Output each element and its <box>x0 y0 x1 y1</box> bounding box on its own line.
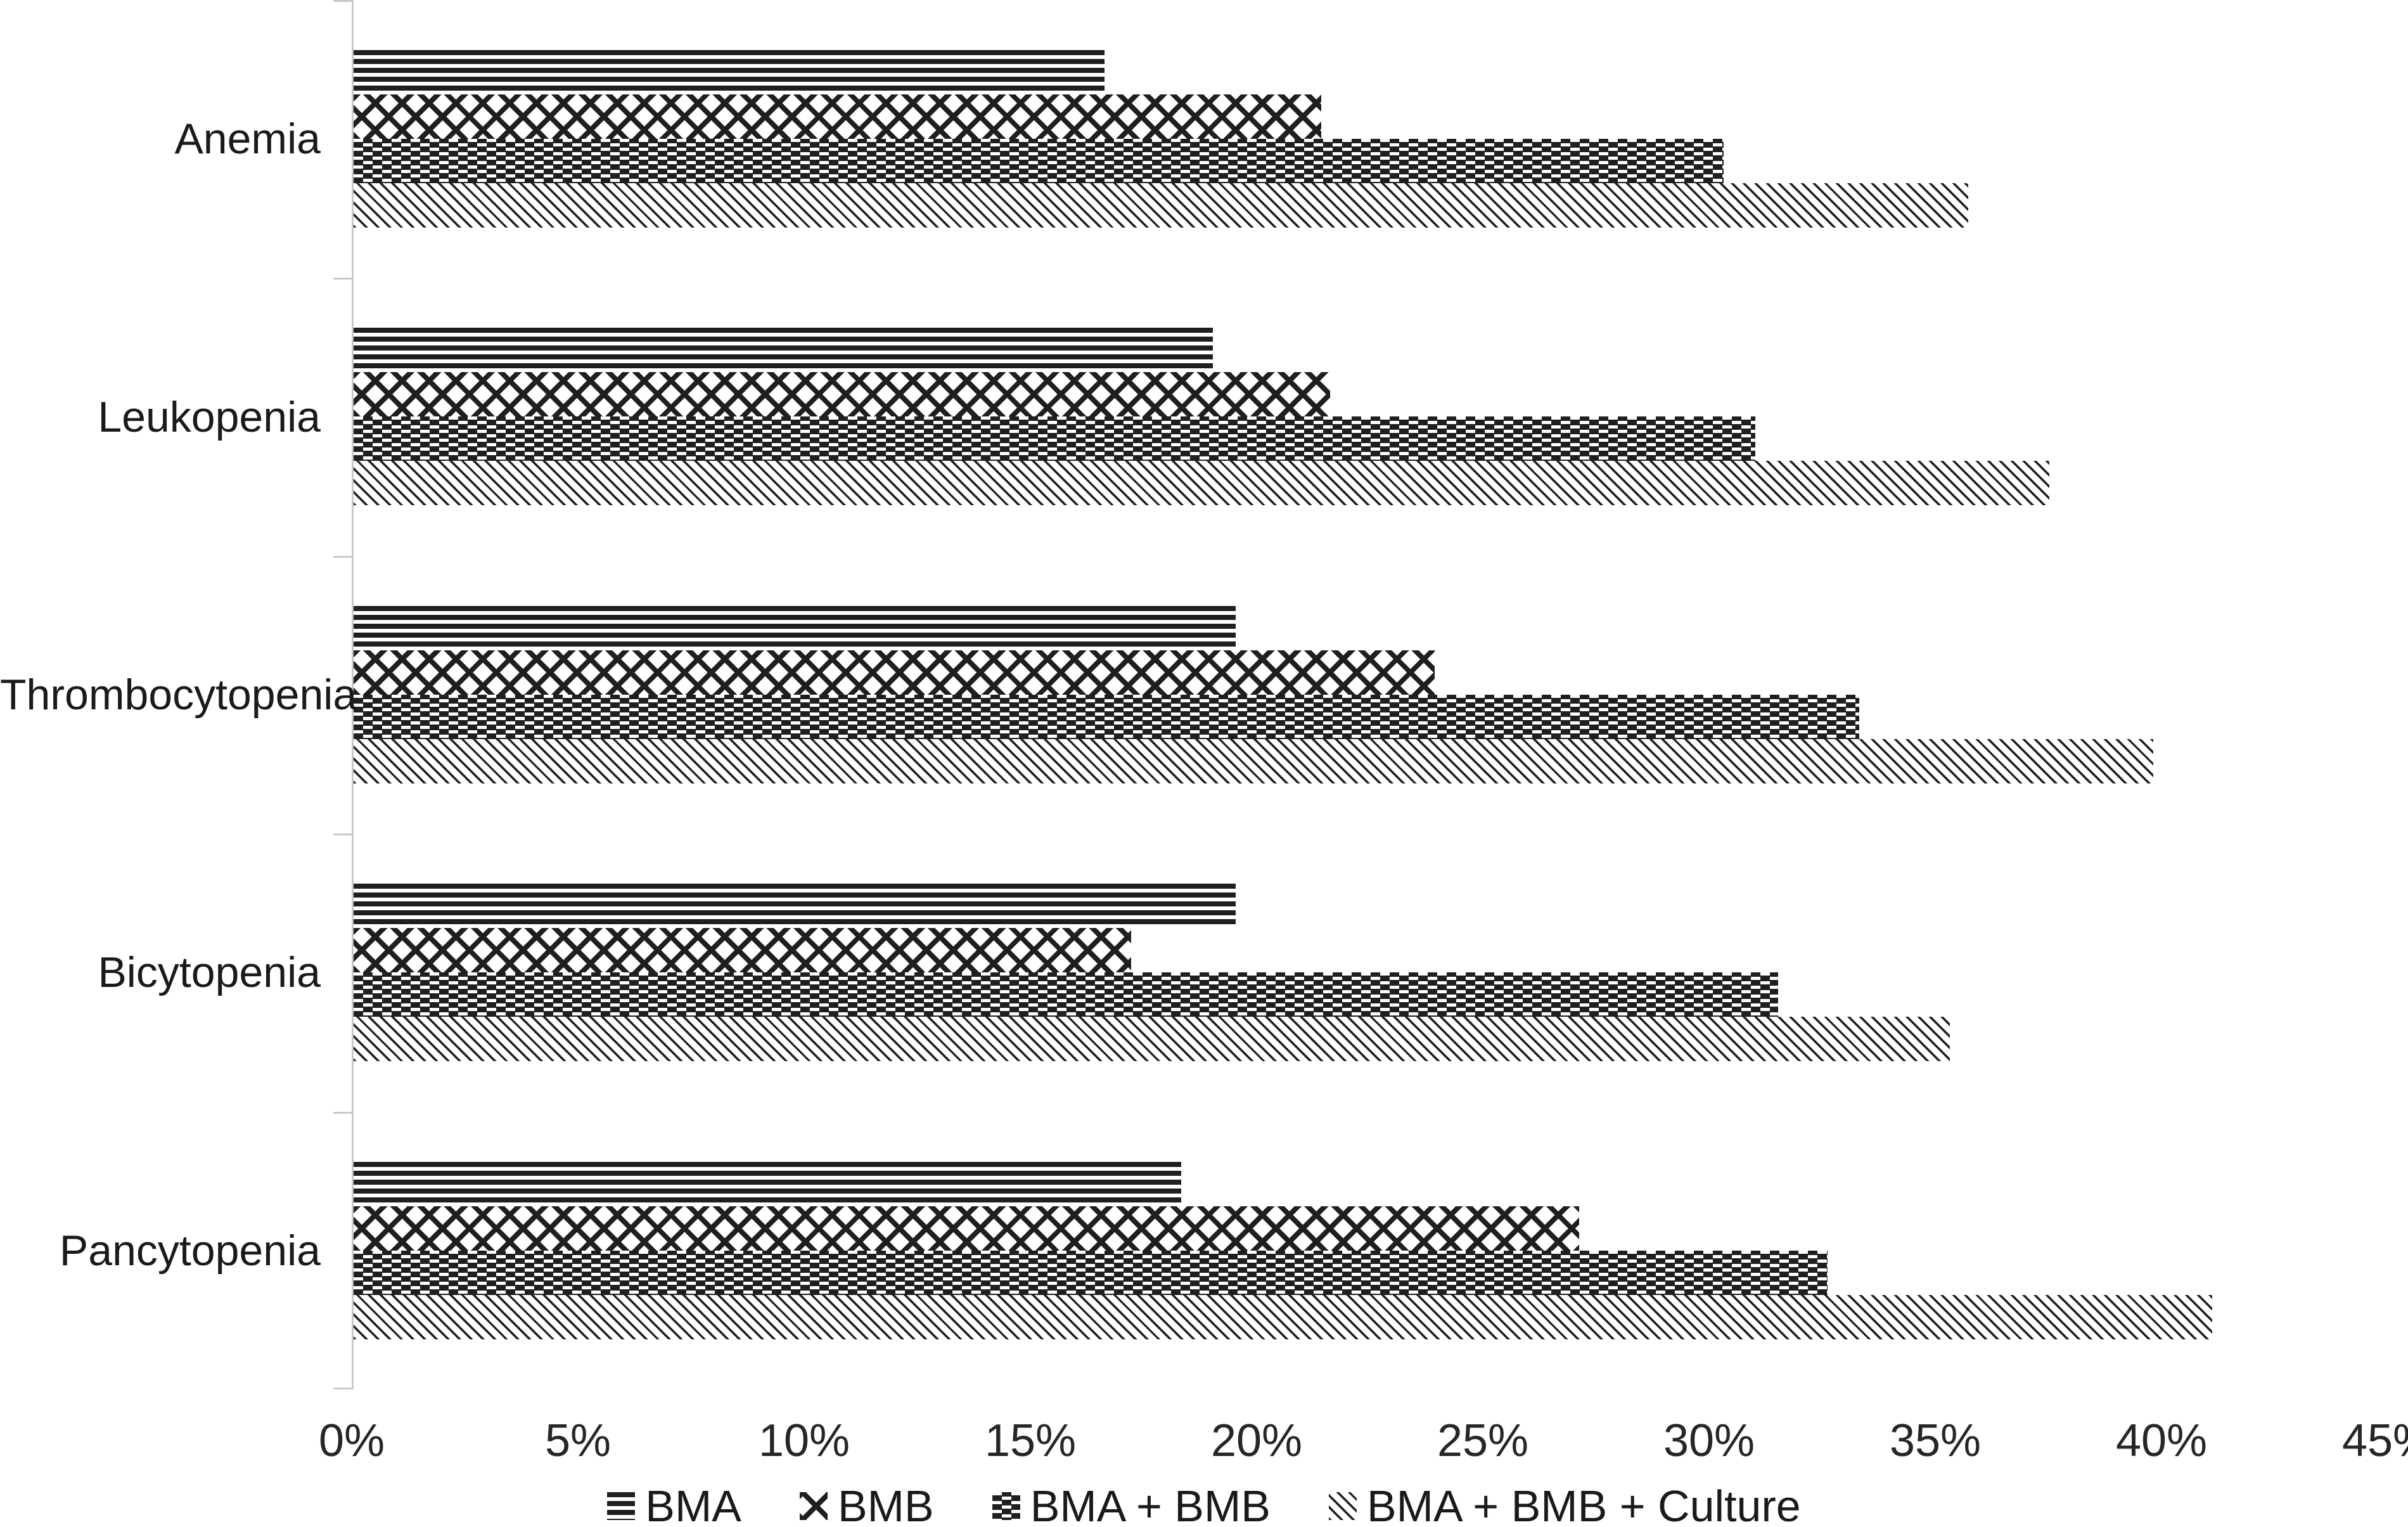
x-axis-tick-label-45: 45% <box>2341 1415 2408 1466</box>
category-axis-tick <box>333 278 352 280</box>
bar-bicytopenia-bmb <box>354 928 1132 973</box>
legend: BMA BMB BMA + BMB BMA + BMB + Culture <box>0 1482 2408 1527</box>
x-axis-tick-label-35: 35% <box>1889 1415 1982 1466</box>
bar-pancytopenia-bma-bmb-culture <box>354 1294 2212 1339</box>
category-label-thrombocytopenia: Thrombocytopenia <box>0 671 357 719</box>
legend-swatch-dense-weave-icon <box>992 1492 1020 1520</box>
legend-item-bma-bmb: BMA + BMB <box>992 1482 1271 1527</box>
x-axis-tick-label-25: 25% <box>1437 1415 1529 1466</box>
legend-swatch-light-diagonal-icon <box>1328 1492 1357 1520</box>
bar-bicytopenia-bma-bmb-culture <box>354 1017 1950 1062</box>
x-axis-tick-label-5: 5% <box>544 1415 612 1466</box>
bar-thrombocytopenia-bmb <box>354 650 1435 695</box>
category-axis-tick <box>333 0 352 2</box>
legend-label: BMB <box>837 1481 934 1527</box>
legend-label: BMA + BMB <box>1030 1481 1271 1527</box>
category-label-bicytopenia: Bicytopenia <box>98 948 321 997</box>
category-axis-tick <box>333 834 352 836</box>
bar-bicytopenia-bma-bmb <box>354 972 1778 1017</box>
legend-item-bmb: BMB <box>799 1481 934 1527</box>
x-axis-tick-label-15: 15% <box>984 1415 1077 1466</box>
legend-item-bma-bmb-culture: BMA + BMB + Culture <box>1328 1481 1801 1527</box>
category-axis-tick <box>333 1111 352 1114</box>
bar-bicytopenia-bma <box>354 884 1236 929</box>
bar-pancytopenia-bmb <box>354 1206 1579 1251</box>
x-axis-tick-label-30: 30% <box>1663 1415 1755 1466</box>
category-label-pancytopenia: Pancytopenia <box>59 1226 321 1275</box>
bar-leukopenia-bma-bmb <box>354 416 1756 461</box>
category-axis-line <box>352 0 354 1389</box>
legend-swatch-horizontal-stripes-icon <box>607 1492 636 1520</box>
bar-thrombocytopenia-bma-bmb-culture <box>354 738 2154 783</box>
bar-anemia-bmb <box>354 94 1322 139</box>
bar-thrombocytopenia-bma <box>354 605 1236 650</box>
bar-leukopenia-bmb <box>354 372 1331 417</box>
x-axis-tick-label-40: 40% <box>2115 1415 2208 1466</box>
category-label-leukopenia: Leukopenia <box>98 392 321 441</box>
bar-leukopenia-bma-bmb-culture <box>354 461 2049 506</box>
x-axis-tick-label-0: 0% <box>318 1415 385 1466</box>
legend-label: BMA <box>645 1481 741 1527</box>
category-axis-tick <box>333 555 352 558</box>
bar-anemia-bma-bmb-culture <box>354 183 1968 228</box>
legend-swatch-diagonal-weave-icon <box>799 1492 828 1520</box>
legend-label: BMA + BMB + Culture <box>1366 1481 1801 1527</box>
bar-pancytopenia-bma <box>354 1161 1181 1206</box>
bar-pancytopenia-bma-bmb <box>354 1250 1828 1295</box>
category-label-anemia: Anemia <box>174 115 321 164</box>
x-axis-tick-label-10: 10% <box>758 1415 850 1466</box>
bar-thrombocytopenia-bma-bmb <box>354 694 1860 739</box>
legend-item-bma: BMA <box>607 1482 741 1527</box>
bar-leukopenia-bma <box>354 328 1213 373</box>
x-axis-tick-label-20: 20% <box>1210 1415 1303 1466</box>
category-axis-tick <box>333 1388 352 1389</box>
bar-anemia-bma <box>354 50 1105 94</box>
bar-anemia-bma-bmb <box>354 139 1724 183</box>
